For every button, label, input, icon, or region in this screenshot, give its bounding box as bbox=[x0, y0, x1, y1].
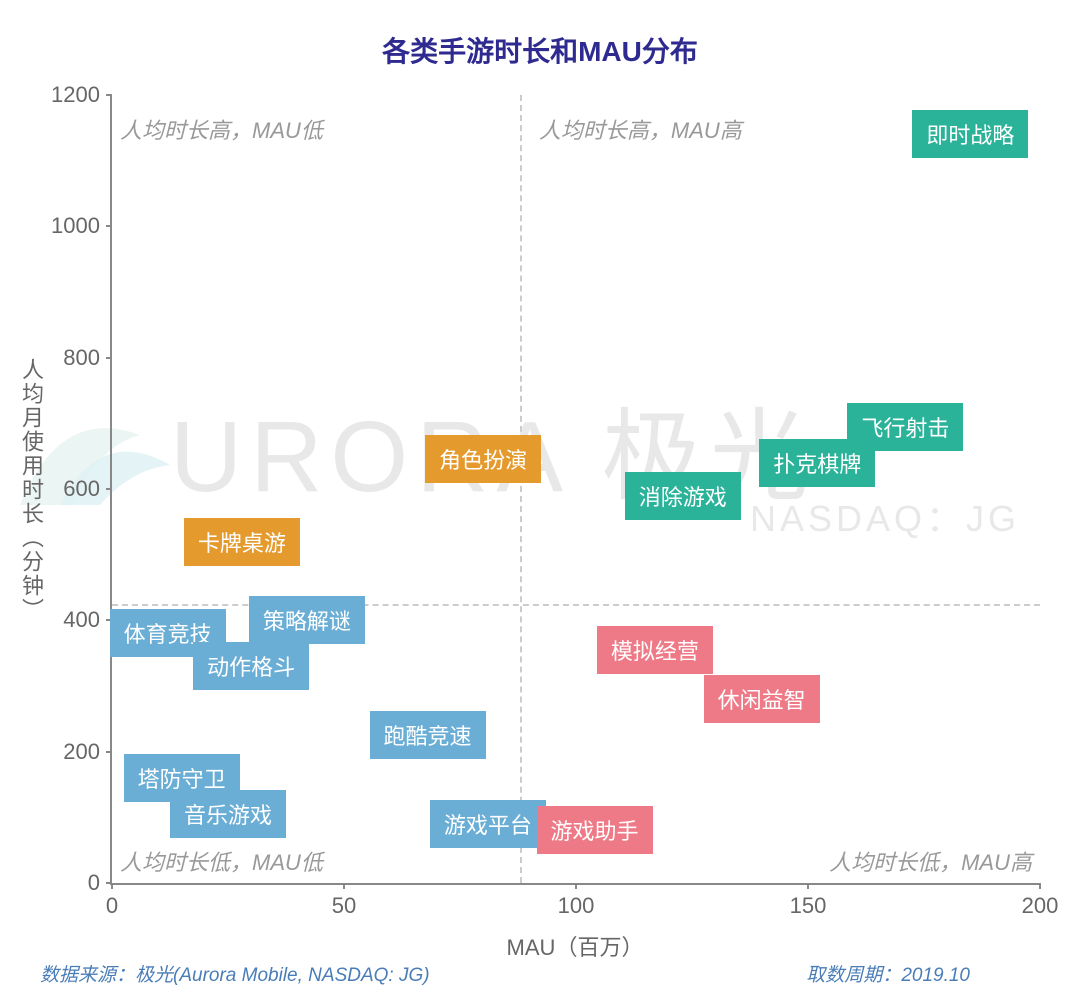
data-point: 音乐游戏 bbox=[170, 790, 286, 838]
data-point: 模拟经营 bbox=[597, 626, 713, 674]
data-point: 即时战略 bbox=[912, 110, 1028, 158]
plot-area: 020040060080010001200050100150200人均时长高，M… bbox=[110, 95, 1040, 885]
footer-source-label: 数据来源： bbox=[40, 965, 135, 986]
y-tick-mark bbox=[106, 751, 112, 753]
x-tick-mark bbox=[111, 883, 113, 889]
data-point: 策略解谜 bbox=[249, 596, 365, 644]
y-tick-label: 400 bbox=[63, 607, 100, 633]
footer-source-value: 极光(Aurora Mobile, NASDAQ: JG) bbox=[135, 965, 430, 986]
x-axis-label: MAU（百万） bbox=[507, 930, 644, 962]
reference-line-vertical bbox=[520, 95, 522, 883]
y-tick-mark bbox=[106, 225, 112, 227]
x-tick-label: 50 bbox=[332, 893, 356, 919]
x-tick-mark bbox=[575, 883, 577, 889]
y-tick-label: 600 bbox=[63, 476, 100, 502]
data-point: 消除游戏 bbox=[625, 472, 741, 520]
y-tick-label: 200 bbox=[63, 739, 100, 765]
x-tick-mark bbox=[807, 883, 809, 889]
data-point: 扑克棋牌 bbox=[759, 439, 875, 487]
x-tick-label: 100 bbox=[558, 893, 595, 919]
x-tick-label: 0 bbox=[106, 893, 118, 919]
data-point: 休闲益智 bbox=[704, 675, 820, 723]
x-tick-mark bbox=[343, 883, 345, 889]
quadrant-label-bottom-right: 人均时长低，MAU高 bbox=[829, 845, 1032, 877]
data-point: 游戏助手 bbox=[537, 806, 653, 854]
y-tick-label: 1200 bbox=[51, 82, 100, 108]
y-tick-label: 1000 bbox=[51, 213, 100, 239]
quadrant-label-top-right: 人均时长高，MAU高 bbox=[539, 113, 742, 145]
footer-period-label: 取数周期： bbox=[806, 965, 901, 986]
quadrant-label-bottom-left: 人均时长低，MAU低 bbox=[120, 845, 323, 877]
y-tick-label: 0 bbox=[88, 870, 100, 896]
data-point: 游戏平台 bbox=[430, 800, 546, 848]
y-tick-label: 800 bbox=[63, 345, 100, 371]
y-tick-mark bbox=[106, 94, 112, 96]
y-axis-label: 人均月使用时长（分钟） bbox=[15, 358, 47, 622]
x-tick-label: 150 bbox=[790, 893, 827, 919]
quadrant-label-top-left: 人均时长高，MAU低 bbox=[120, 113, 323, 145]
x-tick-mark bbox=[1039, 883, 1041, 889]
chart-title: 各类手游时长和MAU分布 bbox=[0, 0, 1080, 70]
x-tick-label: 200 bbox=[1022, 893, 1059, 919]
y-tick-mark bbox=[106, 488, 112, 490]
data-point: 角色扮演 bbox=[425, 435, 541, 483]
y-tick-mark bbox=[106, 357, 112, 359]
footer-period-value: 2019.10 bbox=[901, 965, 970, 986]
data-point: 卡牌桌游 bbox=[184, 518, 300, 566]
footer-source: 数据来源：极光(Aurora Mobile, NASDAQ: JG) bbox=[40, 960, 430, 987]
data-point: 跑酷竞速 bbox=[370, 711, 486, 759]
chart-container: URORA 极光 NASDAQ：JG 020040060080010001200… bbox=[110, 95, 1040, 885]
data-point: 动作格斗 bbox=[193, 642, 309, 690]
footer-period: 取数周期：2019.10 bbox=[806, 960, 970, 987]
